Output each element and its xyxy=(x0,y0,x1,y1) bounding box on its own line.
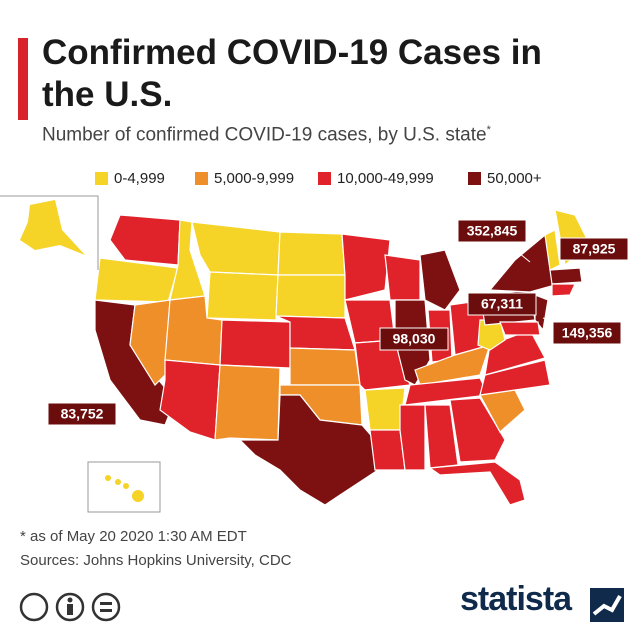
callout-label: 149,356 xyxy=(562,325,613,341)
callout-box xyxy=(559,237,629,261)
title: Confirmed COVID-19 Cases in the U.S. xyxy=(42,33,542,114)
state xyxy=(214,364,281,441)
state xyxy=(499,321,541,336)
callout-label: 67,311 xyxy=(481,296,523,312)
legend-label: 0-4,999 xyxy=(114,170,165,187)
brand: statista xyxy=(460,580,572,618)
legend-swatch xyxy=(318,172,331,185)
state xyxy=(384,254,421,301)
state xyxy=(238,394,379,506)
state xyxy=(428,461,526,506)
subtitle: Number of confirmed COVID-19 cases, by U… xyxy=(42,124,491,146)
callout-label: 87,925 xyxy=(573,241,616,257)
map: 0-4,999 5,000-9,999 10,000-49,999 50,000+ xyxy=(0,170,629,513)
state xyxy=(488,233,556,293)
state xyxy=(20,200,85,255)
legend-swatch xyxy=(195,172,208,185)
state xyxy=(369,429,406,471)
state xyxy=(219,319,291,369)
state xyxy=(109,214,181,266)
state xyxy=(419,249,461,311)
brand-icon xyxy=(590,588,624,622)
legend-swatch xyxy=(468,172,481,185)
callout-box xyxy=(552,321,622,345)
callout-label: 98,030 xyxy=(393,331,436,347)
footnote: * as of May 20 2020 1:30 AM EDT xyxy=(20,528,247,545)
legend-label: 5,000-9,999 xyxy=(214,170,294,187)
state xyxy=(449,397,506,463)
legend-label: 50,000+ xyxy=(487,170,542,187)
state xyxy=(105,475,144,502)
legend-label: 10,000-49,999 xyxy=(337,170,434,187)
inset-frame xyxy=(87,461,161,513)
accent-bar xyxy=(18,38,28,120)
state xyxy=(277,231,346,276)
state xyxy=(414,344,491,386)
legend-swatch xyxy=(95,172,108,185)
state xyxy=(289,347,361,386)
state xyxy=(275,274,346,319)
state xyxy=(399,404,426,471)
state xyxy=(544,229,561,271)
subtitle-text: Number of confirmed COVID-19 cases, by U… xyxy=(42,124,487,146)
sources: Sources: Johns Hopkins University, CDC xyxy=(20,552,292,569)
callout-box xyxy=(467,292,537,316)
inset-frame xyxy=(0,195,99,270)
state xyxy=(341,233,391,301)
callout-box xyxy=(379,327,449,351)
state xyxy=(129,299,171,386)
state xyxy=(551,283,576,297)
state xyxy=(159,359,221,441)
callout-box xyxy=(47,402,117,426)
state xyxy=(479,359,551,396)
callout-box xyxy=(457,219,527,243)
subtitle-note: * xyxy=(486,124,491,136)
state xyxy=(191,221,281,276)
states xyxy=(94,209,591,506)
callouts: 352,845 87,925 67,311 149,356 98,030 83,752 xyxy=(47,219,629,426)
callout-label: 352,845 xyxy=(467,223,518,239)
license-icons xyxy=(19,592,121,622)
callout-label: 83,752 xyxy=(61,406,104,422)
state xyxy=(206,271,279,321)
state xyxy=(364,387,406,431)
state xyxy=(94,257,179,303)
legend: 0-4,999 5,000-9,999 10,000-49,999 50,000+ xyxy=(95,170,542,187)
state xyxy=(549,267,583,285)
